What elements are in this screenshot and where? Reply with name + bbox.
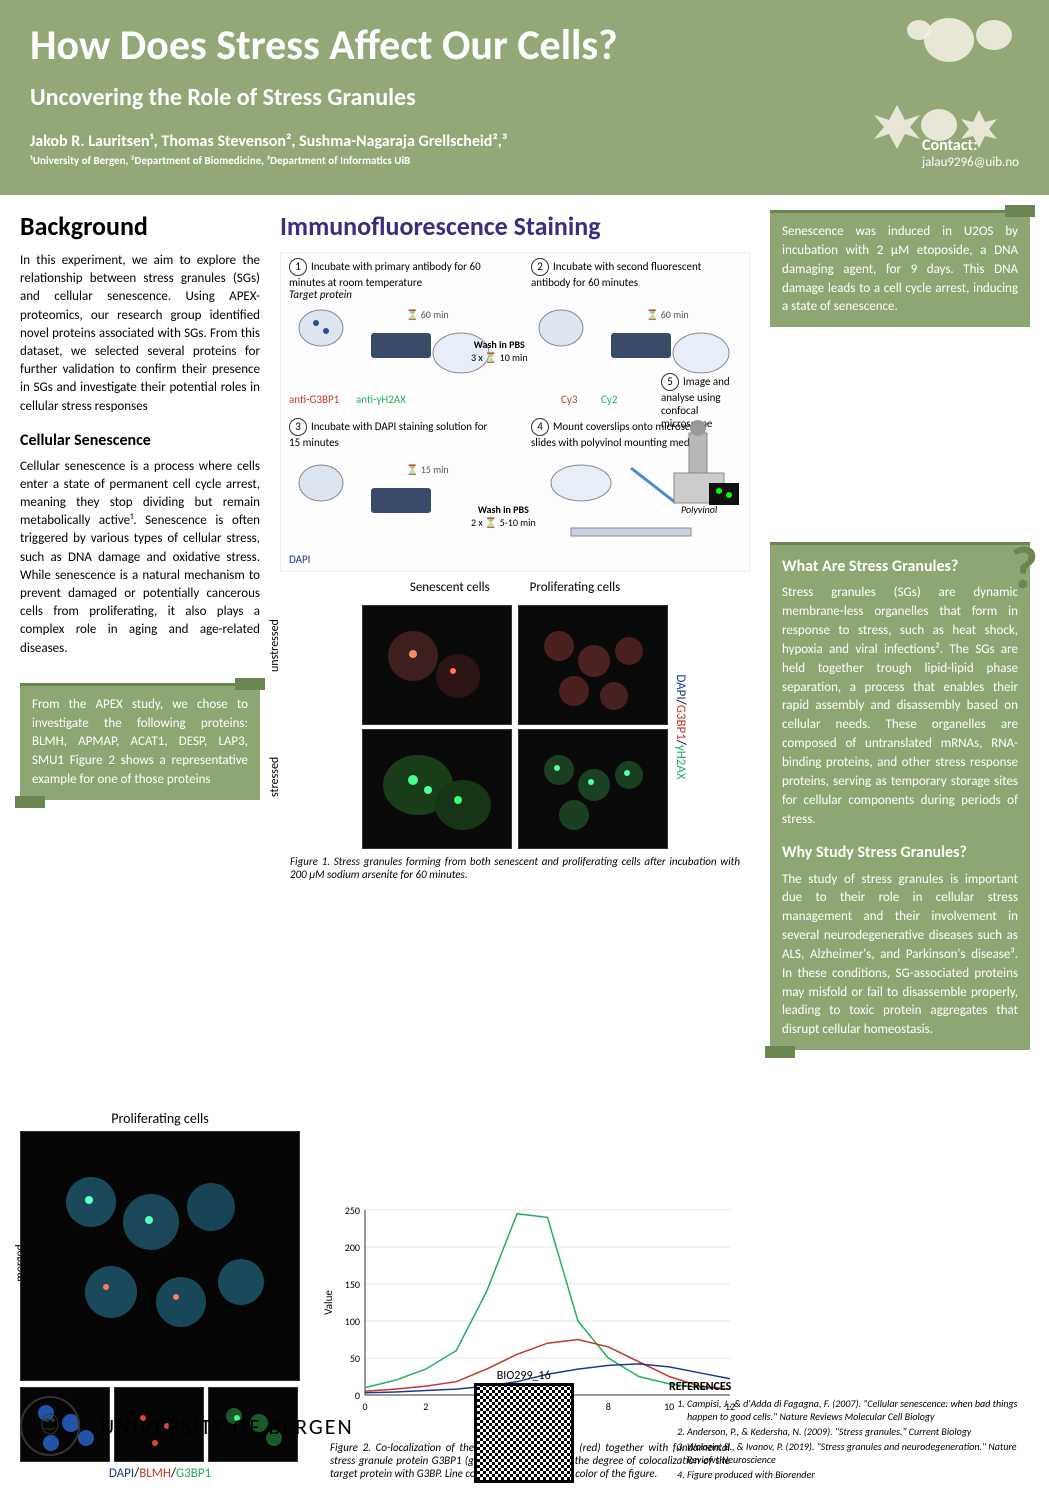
poster-header: How Does Stress Affect Our Cells? Uncove…: [0, 0, 1049, 195]
question-mark-icon: ?: [1010, 525, 1038, 612]
micro-senescent-unstressed: [362, 605, 512, 725]
svg-text:⏳ 60 min: ⏳ 60 min: [406, 308, 449, 321]
micro-senescent-stressed: [362, 729, 512, 849]
svg-text:250: 250: [345, 1204, 360, 1217]
university-name: UNIVERSITY OF BERGEN: [100, 1413, 354, 1440]
stress-granules-info-box: ? What Are Stress Granules? Stress granu…: [770, 542, 1030, 1050]
sg-what-title: What Are Stress Granules?: [782, 555, 1018, 578]
immuno-title: Immunofluorescence Staining: [280, 210, 750, 242]
background-text: In this experiment, we aim to explore th…: [20, 252, 260, 416]
university-logo: [20, 1396, 80, 1456]
qr-label: BIO299_16: [474, 1369, 574, 1383]
svg-text:150: 150: [345, 1278, 360, 1291]
background-title: Background: [20, 210, 260, 242]
immuno-diagram: 1Incubate with primary antibody for 60 m…: [280, 252, 750, 572]
senescence-text: Cellular senescence is a process where c…: [20, 458, 260, 658]
col1-label: Senescent cells: [410, 580, 490, 595]
svg-text:Value: Value: [322, 1290, 335, 1315]
channel-labels-vertical: DAPI/G3BP1/γH2AX: [673, 674, 688, 779]
svg-text:50: 50: [350, 1352, 360, 1365]
micro-prolif-unstressed: [518, 605, 668, 725]
col2-label: Proliferating cells: [530, 580, 621, 595]
contact-label: Contact:: [922, 136, 1019, 155]
references: REFERENCES Campisi, J., & d'Adda di Faga…: [669, 1380, 1029, 1483]
senescence-subtitle: Cellular Senescence: [20, 431, 260, 450]
svg-text:⏳ 60 min: ⏳ 60 min: [646, 308, 689, 321]
svg-text:⏳ 15 min: ⏳ 15 min: [406, 463, 449, 476]
senescence-induction-box: Senescence was induced in U2OS by incuba…: [770, 210, 1030, 327]
figure1-caption: Figure 1. Stress granules forming from b…: [280, 855, 750, 881]
middle-column: Immunofluorescence Staining 1Incubate wi…: [280, 210, 750, 881]
sg-why-title: Why Study Stress Granules?: [782, 841, 1018, 864]
micro-prolif-stressed: [518, 729, 668, 849]
fig2-title: Proliferating cells: [20, 1110, 300, 1127]
contact-block: Contact: jalau9296@uib.no: [922, 136, 1019, 170]
refs-title: REFERENCES: [669, 1380, 1029, 1394]
apex-box-text: From the APEX study, we chose to investi…: [32, 697, 248, 787]
contact-email: jalau9296@uib.no: [922, 155, 1019, 170]
fig2-merged-image: [20, 1131, 300, 1381]
qr-code: [474, 1383, 574, 1483]
svg-text:100: 100: [345, 1315, 360, 1328]
sg-what-text: Stress granules (SGs) are dynamic membra…: [782, 584, 1018, 829]
sg-why-text: The study of stress granules is importan…: [782, 871, 1018, 1041]
microscopy-grid: unstressed stressed DAPI/G3BP1/γH2AX: [280, 605, 750, 849]
left-column: Background In this experiment, we aim to…: [20, 210, 260, 800]
apex-proteins-box: From the APEX study, we chose to investi…: [20, 683, 260, 800]
content-area: Background In this experiment, we aim to…: [0, 195, 1049, 225]
svg-text:200: 200: [345, 1241, 360, 1254]
microscope-icon: [654, 413, 744, 513]
right-column: Senescence was induced in U2OS by incuba…: [770, 210, 1030, 1050]
